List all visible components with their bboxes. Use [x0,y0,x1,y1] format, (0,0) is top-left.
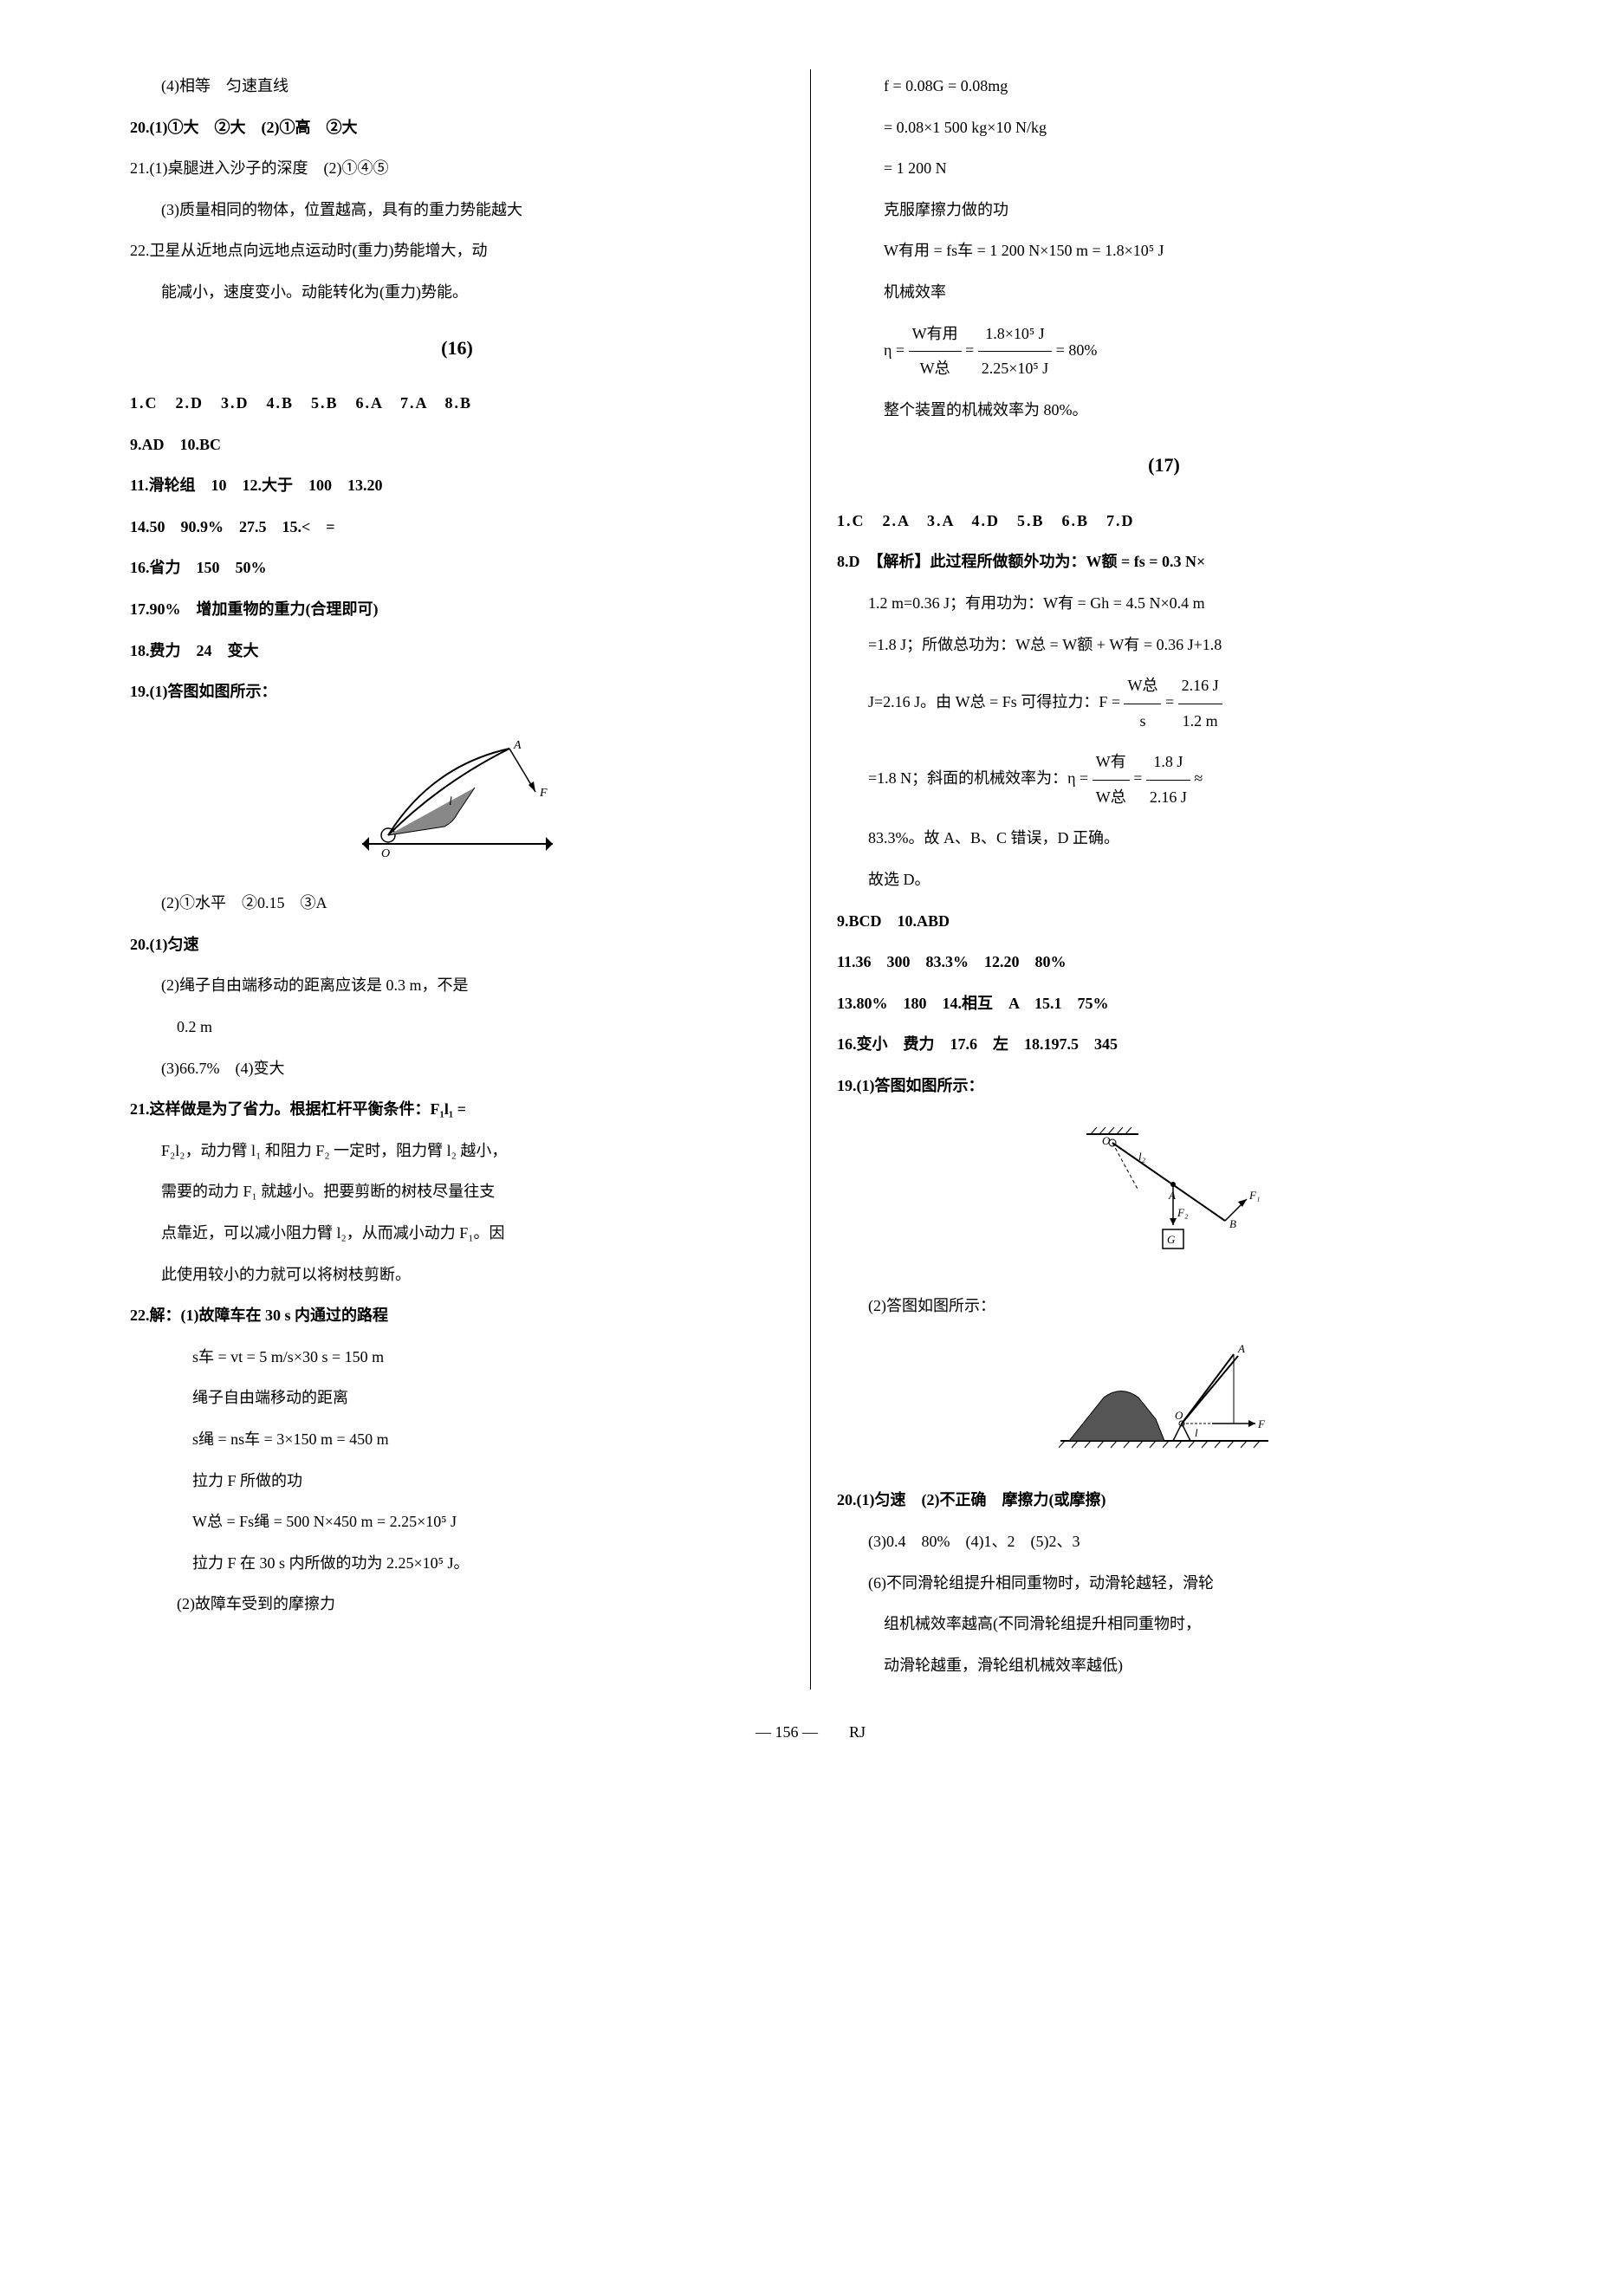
text-line: f = 0.08G = 0.08mg [837,69,1491,104]
text-line: 需要的动力 F₁ 就越小。把要剪断的树枝尽量往支 [130,1175,784,1210]
svg-text:l: l [449,795,452,808]
section-17-header: (17) [837,444,1491,486]
text-line: =1.8 J；所做总功为：W总 = W额 + W有 = 0.36 J+1.8 [837,628,1491,663]
figure-lever-2: O A l F [837,1337,1491,1471]
text-line: 1.2 m=0.36 J；有用功为：W有 = Gh = 4.5 N×0.4 m [837,587,1491,621]
text-line: (4)相等 匀速直线 [130,69,784,104]
svg-text:l: l [1195,1426,1198,1439]
text-line: 16.省力 150 50% [130,551,784,586]
figure-pulley-1: O l₂ A F₂ G B F₁ [837,1117,1491,1277]
text-line: 83.3%。故 A、B、C 错误，D 正确。 [837,821,1491,856]
page-footer: — 156 — RJ [104,1716,1517,1750]
text-line: 21.(1)桌腿进入沙子的深度 (2)①④⑤ [130,152,784,186]
text-line: 拉力 F 所做的功 [130,1464,784,1499]
text-line: 22.解：(1)故障车在 30 s 内通过的路程 [130,1299,784,1333]
text-line: (2)故障车受到的摩擦力 [130,1587,784,1622]
text-line: 11.36 300 83.3% 12.20 80% [837,945,1491,980]
text-line: 22.卫星从近地点向远地点运动时(重力)势能增大，动 [130,234,784,269]
text-line: W有用 = fs车 = 1 200 N×150 m = 1.8×10⁵ J [837,234,1491,269]
text-line: (3)质量相同的物体，位置越高，具有的重力势能越大 [130,193,784,228]
q-num: 20.(1)①大 ②大 (2)①高 ②大 [130,119,357,136]
text-line: = 0.08×1 500 kg×10 N/kg [837,111,1491,146]
svg-text:B: B [1229,1217,1236,1230]
text-line: 21.这样做是为了省力。根据杠杆平衡条件：F₁l₁ = [130,1093,784,1127]
text-line: (2)①水平 ②0.15 ③A [130,886,784,921]
answer-row: 1.C 2.D 3.D 4.B 5.B 6.A 7.A 8.B [130,386,784,421]
text-line: 16.变小 费力 17.6 左 18.197.5 345 [837,1028,1491,1062]
text-line: W总 = Fs绳 = 500 N×450 m = 2.25×10⁵ J [130,1505,784,1540]
text-line: s车 = vt = 5 m/s×30 s = 150 m [130,1340,784,1375]
svg-text:A: A [1168,1189,1176,1202]
text-line: 整个装置的机械效率为 80%。 [837,393,1491,428]
svg-text:F: F [1257,1417,1266,1430]
text-line: s绳 = ns车 = 3×150 m = 450 m [130,1423,784,1457]
text-line: 此使用较小的力就可以将树枝剪断。 [130,1258,784,1293]
left-column: (4)相等 匀速直线 20.(1)①大 ②大 (2)①高 ②大 21.(1)桌腿… [104,69,811,1690]
text-line: (2)答图如图所示： [837,1289,1491,1324]
formula-line: η = W有用W总 = 1.8×10⁵ J2.25×10⁵ J = 80% [837,317,1491,386]
page-number: — 156 — [755,1723,818,1741]
text-line: (2)绳子自由端移动的距离应该是 0.3 m，不是 [130,969,784,1003]
text-line: (3)66.7% (4)变大 [130,1052,784,1086]
figure-lever: O A F l [130,723,784,874]
text-line: 20.(1)匀速 [130,928,784,963]
svg-text:A: A [513,739,522,752]
text-line: 故选 D。 [837,863,1491,898]
text-line: 19.(1)答图如图所示： [130,675,784,710]
svg-text:A: A [1237,1342,1245,1355]
right-column: f = 0.08G = 0.08mg = 0.08×1 500 kg×10 N/… [811,69,1517,1690]
text-line: 17.90% 增加重物的重力(合理即可) [130,593,784,627]
text-line: 13.80% 180 14.相互 A 15.1 75% [837,987,1491,1022]
text-line: 8.D 【解析】此过程所做额外功为：W额 = fs = 0.3 N× [837,545,1491,580]
formula-line: J=2.16 J。由 W总 = Fs 可得拉力：F = W总s = 2.16 J… [837,669,1491,738]
svg-text:G: G [1167,1233,1176,1246]
svg-text:F₁: F₁ [1248,1189,1260,1202]
text-line: 动滑轮越重，滑轮组机械效率越低) [837,1649,1491,1683]
svg-text:F: F [539,787,548,800]
text-line: 11.滑轮组 10 12.大于 100 13.20 [130,469,784,503]
text-line: (3)0.4 80% (4)1、2 (5)2、3 [837,1525,1491,1560]
text-line: 绳子自由端移动的距离 [130,1381,784,1416]
svg-text:O: O [381,847,390,860]
text-line: 能减小，速度变小。动能转化为(重力)势能。 [130,276,784,310]
text-line: = 1 200 N [837,152,1491,186]
text-line: 14.50 90.9% 27.5 15.< = [130,510,784,545]
section-16-header: (16) [130,328,784,369]
text-line: 20.(1)匀速 (2)不正确 摩擦力(或摩擦) [837,1483,1491,1518]
answer-row: 9.AD 10.BC [130,428,784,463]
text-line: 19.(1)答图如图所示： [837,1069,1491,1104]
text-line: 点靠近，可以减小阻力臂 l₂，从而减小动力 F₁。因 [130,1216,784,1251]
text-line: F₂l₂，动力臂 l₁ 和阻力 F₂ 一定时，阻力臂 l₂ 越小， [130,1134,784,1169]
text-line: (6)不同滑轮组提升相同重物时，动滑轮越轻，滑轮 [837,1566,1491,1601]
footer-label: RJ [849,1723,866,1741]
text-line: 0.2 m [130,1010,784,1045]
svg-text:F₂: F₂ [1177,1206,1189,1219]
text-line: 拉力 F 在 30 s 内所做的功为 2.25×10⁵ J。 [130,1547,784,1581]
svg-text:l₂: l₂ [1138,1150,1146,1163]
text-line: 克服摩擦力做的功 [837,193,1491,228]
page-container: (4)相等 匀速直线 20.(1)①大 ②大 (2)①高 ②大 21.(1)桌腿… [104,69,1517,1690]
answer-row: 9.BCD 10.ABD [837,905,1491,939]
svg-text:O: O [1102,1134,1111,1147]
formula-line: =1.8 N；斜面的机械效率为：η = W有W总 = 1.8 J2.16 J ≈ [837,745,1491,814]
text-line: 18.费力 24 变大 [130,634,784,669]
answer-row: 1.C 2.A 3.A 4.D 5.B 6.B 7.D [837,504,1491,539]
text-line: 组机械效率越高(不同滑轮组提升相同重物时， [837,1607,1491,1642]
svg-text:O: O [1175,1409,1183,1422]
text-line: 机械效率 [837,276,1491,310]
text-line: 20.(1)①大 ②大 (2)①高 ②大 [130,111,784,146]
